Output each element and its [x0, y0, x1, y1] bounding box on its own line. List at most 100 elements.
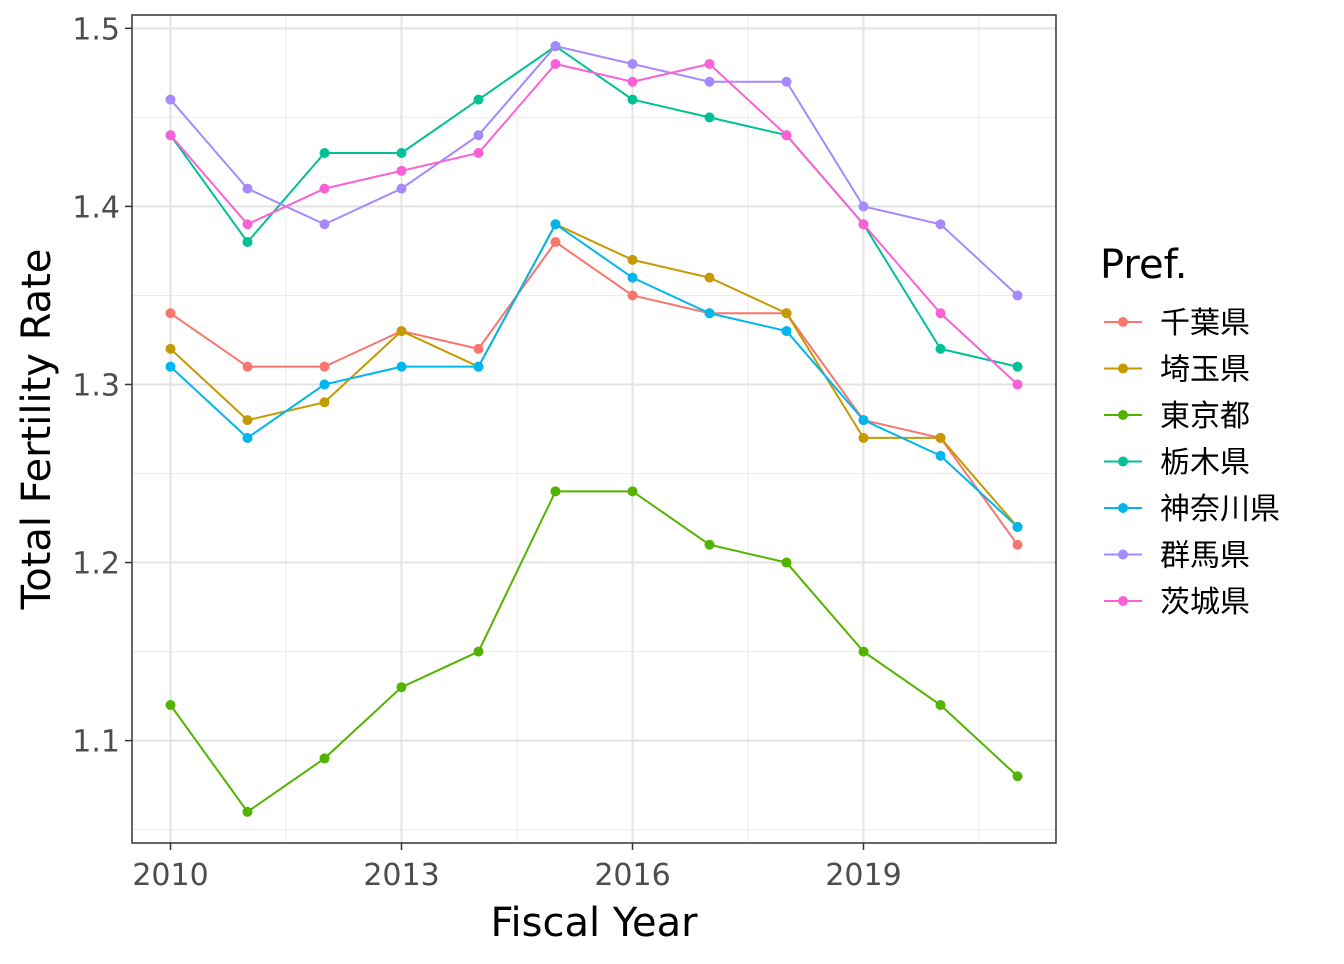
- data-point: [858, 646, 869, 657]
- data-point: [319, 397, 330, 408]
- data-point: [319, 379, 330, 390]
- data-point: [165, 343, 176, 354]
- data-point: [781, 76, 792, 87]
- data-point: [319, 361, 330, 372]
- series-1: [165, 219, 1023, 532]
- data-point: [935, 308, 946, 319]
- panel-border: [131, 14, 1057, 844]
- legend-key-point: [1118, 410, 1128, 420]
- y-tick-label: 1.4: [72, 190, 120, 225]
- x-tick-label: 2013: [363, 858, 439, 893]
- data-point: [627, 486, 638, 497]
- x-tick-label: 2010: [132, 858, 208, 893]
- data-point: [781, 557, 792, 568]
- y-axis-title: Total Fertility Rate: [14, 249, 60, 611]
- data-point: [319, 148, 330, 158]
- data-point: [1012, 379, 1023, 390]
- y-tick-label: 1.1: [72, 725, 120, 760]
- data-point: [473, 94, 484, 105]
- y-tick-label: 1.5: [72, 12, 120, 47]
- data-point: [704, 58, 715, 69]
- data-point: [473, 361, 484, 372]
- data-point: [704, 308, 715, 319]
- data-point: [1012, 290, 1023, 301]
- data-point: [704, 76, 715, 87]
- data-point: [935, 450, 946, 461]
- data-point: [781, 130, 792, 141]
- data-point: [396, 326, 407, 337]
- legend-key-point: [1118, 456, 1128, 467]
- series-4: [165, 219, 1023, 532]
- legend-label: 千葉県: [1160, 306, 1250, 341]
- data-point: [1012, 771, 1023, 782]
- legend-label: 東京都: [1160, 399, 1250, 434]
- data-point: [781, 326, 792, 337]
- data-point: [165, 700, 176, 710]
- series-line: [169, 490, 1019, 814]
- series-line: [169, 45, 1019, 297]
- series-0: [165, 237, 1023, 550]
- series-2: [165, 486, 1023, 817]
- y-tick-label: 1.2: [72, 547, 120, 582]
- legend-key-point: [1118, 549, 1128, 560]
- data-point: [242, 183, 253, 194]
- data-point: [704, 112, 715, 123]
- axes: 2010 2013 2016 2019 1.1 1.2 1.3 1.4 1.5: [72, 12, 901, 893]
- series-line: [169, 222, 1019, 528]
- data-point: [396, 361, 407, 372]
- data-point: [1012, 361, 1023, 372]
- data-point: [550, 41, 561, 52]
- data-point: [473, 148, 484, 158]
- data-point: [935, 700, 946, 710]
- data-point: [165, 94, 176, 105]
- data-point: [242, 237, 253, 248]
- data-point: [242, 806, 253, 817]
- data-point: [319, 219, 330, 230]
- series-5: [165, 41, 1023, 301]
- data-point: [1012, 539, 1023, 550]
- legend-label: 茨城県: [1160, 585, 1250, 620]
- data-point: [627, 290, 638, 301]
- data-point: [550, 219, 561, 230]
- data-point: [627, 254, 638, 265]
- x-axis-title: Fiscal Year: [490, 900, 698, 946]
- data-point: [550, 237, 561, 248]
- series-line: [169, 222, 1019, 528]
- series-line: [169, 62, 1019, 386]
- legend-label: 栃木県: [1160, 446, 1250, 481]
- legend-item: 埼玉県: [1104, 353, 1250, 388]
- series-6: [165, 58, 1023, 390]
- data-point: [242, 432, 253, 443]
- legend-item: 千葉県: [1104, 306, 1250, 341]
- legend-item: 東京都: [1104, 399, 1250, 434]
- data-point: [550, 58, 561, 69]
- x-tick-label: 2019: [825, 858, 901, 893]
- legend-item: 茨城県: [1104, 585, 1250, 620]
- legend-key-point: [1118, 317, 1128, 327]
- data-point: [704, 539, 715, 550]
- data-point: [704, 272, 715, 283]
- data-point: [242, 361, 253, 372]
- data-point: [165, 361, 176, 372]
- legend-key-point: [1118, 596, 1128, 606]
- grid: [132, 15, 1056, 843]
- data-point: [627, 272, 638, 283]
- data-point: [396, 165, 407, 176]
- legend-key-point: [1118, 363, 1128, 374]
- data-point: [627, 58, 638, 69]
- legend-title: Pref.: [1100, 242, 1187, 288]
- data-point: [165, 130, 176, 141]
- data-point: [858, 201, 869, 212]
- x-tick-label: 2016: [594, 858, 670, 893]
- data-point: [473, 646, 484, 657]
- data-point: [396, 682, 407, 693]
- data-point: [242, 415, 253, 426]
- data-point: [242, 219, 253, 230]
- y-tick-label: 1.3: [72, 368, 120, 403]
- data-point: [858, 219, 869, 230]
- data-point: [473, 130, 484, 141]
- data-point: [473, 343, 484, 354]
- data-point: [396, 148, 407, 158]
